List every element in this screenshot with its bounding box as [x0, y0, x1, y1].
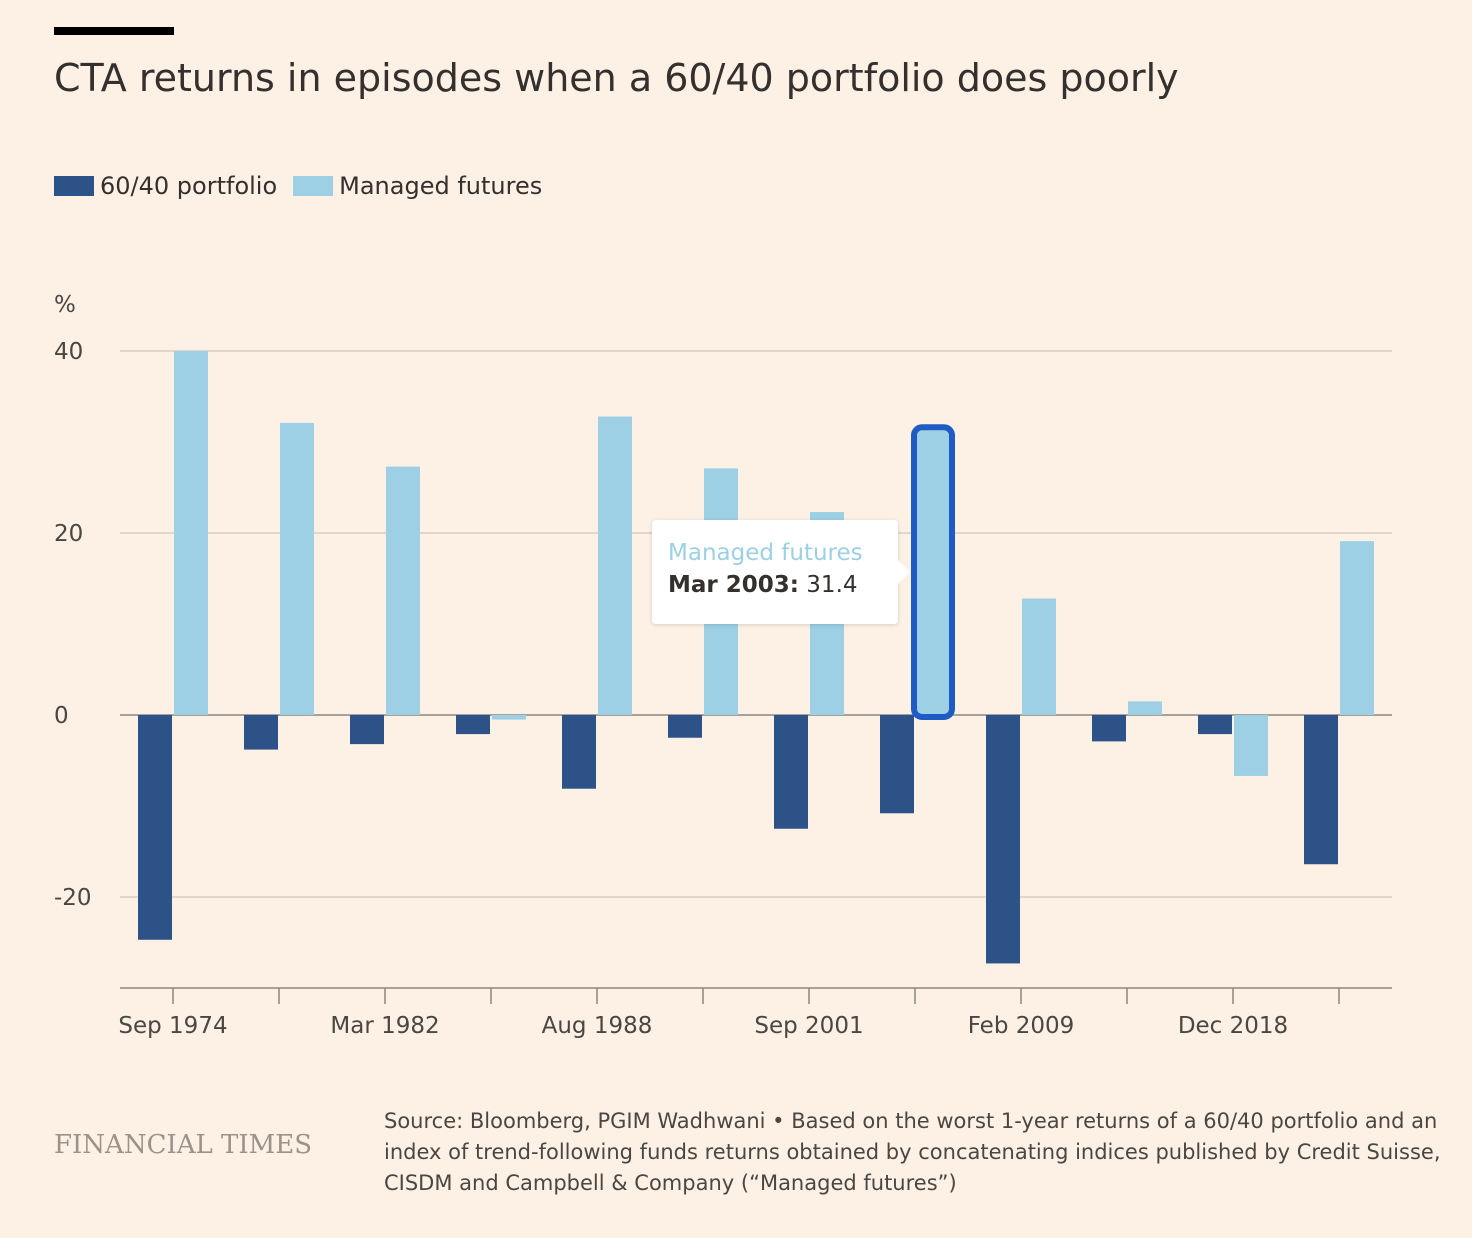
- bar-6040[interactable]: [1092, 715, 1126, 742]
- bar-managed-futures[interactable]: [386, 466, 420, 715]
- bar-6040[interactable]: [774, 715, 808, 829]
- source-note: Source: Bloomberg, PGIM Wadhwani • Based…: [384, 1109, 1441, 1195]
- x-tick-label: Sep 2001: [754, 1013, 863, 1039]
- y-tick-label: -20: [54, 885, 92, 911]
- tooltip-arrow: [898, 560, 910, 584]
- bar-6040[interactable]: [1198, 715, 1232, 735]
- y-tick-label: 40: [54, 339, 83, 365]
- legend-swatch-managed-futures: [293, 176, 334, 196]
- x-tick-label: Feb 2009: [968, 1013, 1075, 1039]
- y-unit-label: %: [54, 292, 76, 318]
- bar-6040[interactable]: [350, 715, 384, 745]
- bar-6040[interactable]: [1304, 715, 1338, 865]
- tooltip-series: Managed futures: [668, 540, 863, 566]
- bar-managed-futures[interactable]: [1128, 701, 1162, 715]
- legend-item-6040[interactable]: 60/40 portfolio: [54, 172, 277, 200]
- tooltip: Managed futures Mar 2003: 31.4: [652, 520, 910, 624]
- bar-6040[interactable]: [668, 715, 702, 738]
- top-rule: [54, 27, 174, 35]
- bar-6040[interactable]: [880, 715, 914, 814]
- bar-managed-futures[interactable]: [492, 715, 526, 720]
- tooltip-date: Mar 2003:: [668, 572, 799, 598]
- chart-title: CTA returns in episodes when a 60/40 por…: [54, 56, 1179, 100]
- y-tick-label: 0: [54, 703, 69, 729]
- y-tick-label: 20: [54, 521, 83, 547]
- bar-managed-futures[interactable]: [916, 429, 950, 715]
- bar-managed-futures[interactable]: [1022, 598, 1056, 715]
- x-tick-label: Aug 1988: [542, 1013, 653, 1039]
- bar-managed-futures[interactable]: [598, 416, 632, 715]
- ft-logo: FINANCIAL TIMES: [54, 1130, 313, 1160]
- bar-6040[interactable]: [562, 715, 596, 789]
- bar-highlight-outline: [911, 424, 955, 720]
- x-tick-label: Mar 1982: [330, 1013, 439, 1039]
- bar-managed-futures[interactable]: [1340, 541, 1374, 715]
- bar-managed-futures[interactable]: [1234, 715, 1268, 776]
- bar-managed-futures[interactable]: [280, 422, 314, 715]
- legend-swatch-6040: [54, 176, 94, 196]
- x-tick-label: Dec 2018: [1178, 1013, 1288, 1039]
- legend-label-managed-futures: Managed futures: [339, 172, 543, 200]
- bar-6040[interactable]: [456, 715, 490, 735]
- legend-item-managed-futures[interactable]: Managed futures: [293, 172, 542, 200]
- legend: 60/40 portfolio Managed futures: [54, 170, 558, 202]
- bar-6040[interactable]: [138, 715, 172, 940]
- bar-6040[interactable]: [986, 715, 1020, 964]
- bar-managed-futures[interactable]: [174, 351, 208, 715]
- bar-6040[interactable]: [244, 715, 278, 750]
- x-tick-label: Sep 1974: [118, 1013, 227, 1039]
- legend-label-6040: 60/40 portfolio: [100, 172, 278, 200]
- tooltip-value-line: Mar 2003: 31.4: [668, 572, 882, 598]
- tooltip-value: 31.4: [806, 572, 858, 598]
